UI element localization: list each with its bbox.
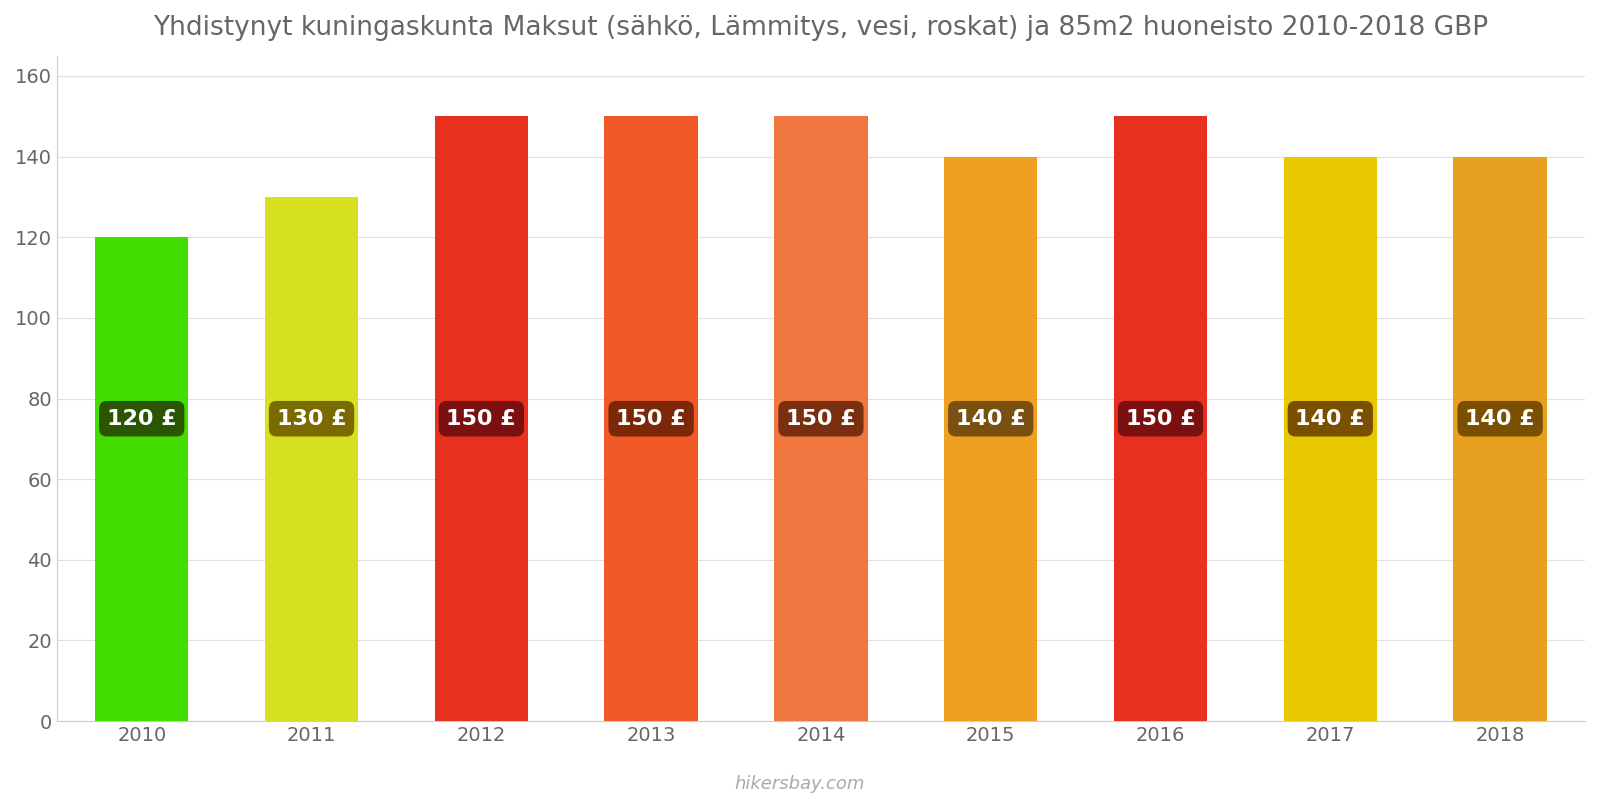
Text: 130 £: 130 £: [277, 409, 347, 429]
Text: hikersbay.com: hikersbay.com: [734, 775, 866, 793]
Bar: [435, 116, 528, 721]
Bar: [605, 116, 698, 721]
Title: Yhdistynyt kuningaskunta Maksut (sähkö, Lämmitys, vesi, roskat) ja 85m2 huoneist: Yhdistynyt kuningaskunta Maksut (sähkö, …: [154, 15, 1488, 41]
Text: 150 £: 150 £: [616, 409, 686, 429]
Text: 150 £: 150 £: [786, 409, 856, 429]
Bar: [94, 238, 189, 721]
Text: 120 £: 120 £: [107, 409, 176, 429]
Bar: [1114, 116, 1208, 721]
Text: 150 £: 150 £: [446, 409, 517, 429]
Text: 140 £: 140 £: [955, 409, 1026, 429]
Bar: [944, 157, 1037, 721]
Bar: [1283, 157, 1378, 721]
Bar: [774, 116, 867, 721]
Bar: [266, 197, 358, 721]
Text: 150 £: 150 £: [1126, 409, 1195, 429]
Bar: [1453, 157, 1547, 721]
Text: 140 £: 140 £: [1296, 409, 1365, 429]
Text: 140 £: 140 £: [1466, 409, 1534, 429]
